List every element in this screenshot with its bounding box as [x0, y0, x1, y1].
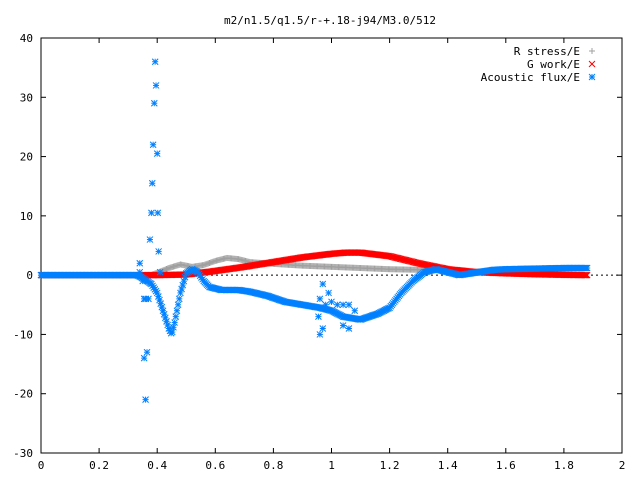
data-point	[168, 328, 176, 336]
x-tick-label: 1.2	[380, 459, 400, 472]
chart-title: m2/n1.5/q1.5/r-+.18-j94/M3.0/512	[224, 14, 436, 27]
legend-label: R stress/E	[514, 45, 580, 58]
y-tick-label: 0	[26, 269, 33, 282]
data-point	[174, 301, 182, 309]
y-tick-label: 30	[20, 91, 33, 104]
y-tick-label: -20	[13, 388, 33, 401]
data-point	[345, 301, 353, 309]
data-point	[351, 307, 359, 315]
data-point	[158, 303, 166, 311]
x-tick-label: 0.4	[147, 459, 167, 472]
x-tick-label: 1.8	[554, 459, 574, 472]
data-point	[140, 354, 148, 362]
data-point	[178, 285, 185, 293]
data-point	[171, 319, 178, 326]
plot-area	[37, 58, 591, 403]
data-point	[319, 280, 327, 288]
data-point	[142, 396, 149, 403]
data-point	[149, 141, 157, 149]
data-point	[333, 301, 341, 309]
y-tick-label: 10	[20, 210, 33, 223]
data-point	[153, 150, 161, 157]
y-tick-label: 40	[20, 32, 33, 45]
data-point	[581, 271, 589, 279]
data-point	[582, 271, 590, 279]
x-tick-label: 1	[328, 459, 335, 472]
x-tick-label: 0.8	[263, 459, 283, 472]
x-tick-label: 1.6	[496, 459, 516, 472]
data-point	[180, 277, 188, 285]
data-point	[325, 289, 332, 297]
data-point	[177, 289, 184, 297]
data-point	[159, 307, 167, 315]
data-point	[322, 301, 330, 309]
data-point	[175, 295, 183, 303]
legend-label: G work/E	[527, 58, 580, 71]
data-point	[172, 313, 180, 320]
data-point	[148, 209, 155, 217]
data-point	[589, 48, 595, 54]
data-point	[157, 300, 165, 307]
data-point	[142, 295, 149, 303]
data-point	[173, 307, 181, 315]
axes	[40, 37, 623, 454]
data-point	[588, 60, 596, 68]
data-point	[316, 331, 324, 338]
plot-frame	[40, 37, 623, 454]
data-point	[146, 236, 154, 243]
data-point	[136, 268, 144, 276]
legend-label: Acoustic flux/E	[481, 71, 580, 84]
y-tick-label: -30	[13, 447, 33, 460]
x-tick-label: 0.6	[205, 459, 225, 472]
data-point	[156, 268, 164, 276]
data-point	[148, 179, 156, 187]
data-point	[588, 73, 596, 81]
data-point	[316, 295, 324, 303]
ticks: 0 0.2 0.4 0.6 0.8 1 1.2 1.4 1.6 1.8 2 40 30 20 10 0 -10 -…	[13, 32, 625, 472]
data-point	[583, 264, 591, 272]
data-point	[150, 99, 158, 107]
data-point	[339, 322, 347, 329]
data-point	[143, 348, 151, 356]
data-point	[339, 301, 347, 309]
y-tick-label: -10	[13, 328, 33, 341]
data-point	[163, 318, 170, 325]
data-point	[328, 298, 335, 306]
data-point	[345, 325, 353, 332]
data-point	[152, 82, 160, 89]
data-point	[151, 58, 159, 66]
data-point	[319, 325, 327, 332]
x-tick-label: 0.2	[89, 459, 109, 472]
data-point	[155, 248, 163, 255]
x-tick-label: 2	[619, 459, 626, 472]
data-point	[136, 259, 144, 267]
data-point	[179, 281, 187, 289]
data-point	[139, 277, 147, 285]
x-tick-label: 0	[38, 459, 45, 472]
y-tick-label: 20	[20, 151, 33, 164]
data-point	[154, 209, 162, 217]
data-point	[315, 313, 322, 320]
data-point	[583, 271, 591, 279]
x-tick-label: 1.4	[438, 459, 458, 472]
data-point	[164, 321, 172, 329]
series-acoustic-flux-e	[37, 58, 591, 403]
